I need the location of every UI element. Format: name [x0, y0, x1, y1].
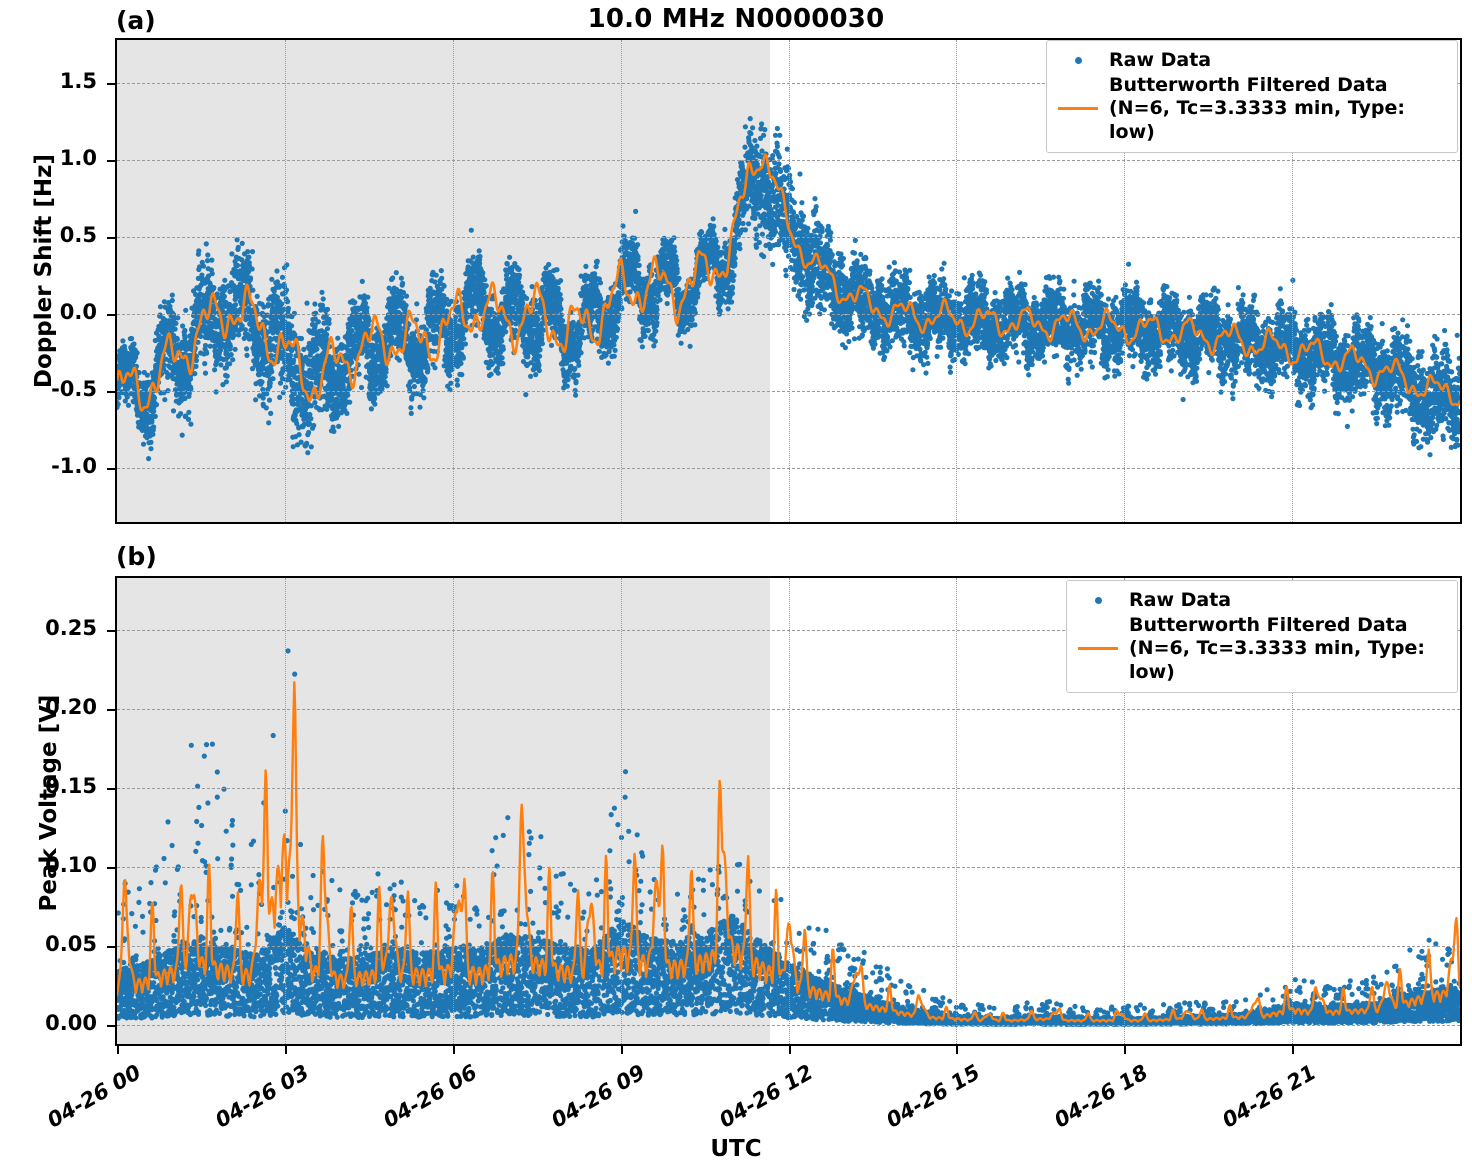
xtick-mark: [452, 1046, 455, 1054]
panel-b-tag: (b): [116, 542, 157, 571]
panel-b-ytick-label: 0.25: [0, 616, 97, 640]
ytick-mark: [107, 237, 115, 240]
panel-b-ytick-label: 0.05: [0, 932, 97, 956]
xtick-mark: [284, 1046, 287, 1054]
xtick-mark: [1124, 1046, 1127, 1054]
panel-a-data-layer: [117, 116, 1460, 462]
ytick-mark: [107, 1025, 115, 1028]
gridline-horizontal: [117, 160, 1460, 162]
panel-a-ytick-label: -1.0: [0, 454, 97, 478]
gridline-vertical: [452, 40, 455, 522]
panel-a-ytick-label: -0.5: [0, 377, 97, 401]
legend-label-filtered: Butterworth Filtered Data (N=6, Tc=3.333…: [1129, 614, 1445, 684]
legend-row-raw: Raw Data: [1077, 589, 1445, 612]
gridline-vertical: [788, 40, 791, 522]
gridline-vertical: [284, 578, 287, 1044]
gridline-horizontal: [117, 1025, 1460, 1027]
gridline-horizontal: [117, 788, 1460, 790]
panel-a-ytick-label: 0.5: [0, 223, 97, 247]
gridline-vertical: [1124, 578, 1126, 1044]
ytick-mark: [107, 788, 115, 791]
gridline-vertical: [956, 40, 958, 522]
dot-marker-icon: [1077, 597, 1119, 605]
panel-b-axes[interactable]: [115, 576, 1462, 1046]
legend-row-filtered: Butterworth Filtered Data (N=6, Tc=3.333…: [1057, 74, 1445, 144]
panel-a-ytick-label: 1.5: [0, 69, 97, 93]
gridline-horizontal: [117, 946, 1460, 948]
legend-row-raw: Raw Data: [1057, 49, 1445, 72]
gridline-horizontal: [117, 391, 1460, 393]
legend-label-raw: Raw Data: [1129, 589, 1231, 612]
xtick-mark: [117, 1046, 119, 1054]
gridline-horizontal: [117, 709, 1460, 711]
xtick-mark: [956, 1046, 959, 1054]
legend-row-filtered: Butterworth Filtered Data (N=6, Tc=3.333…: [1077, 614, 1445, 684]
gridline-vertical: [1292, 40, 1294, 522]
line-marker-icon: [1077, 647, 1119, 651]
gridline-vertical: [1292, 578, 1294, 1044]
panel-b-legend[interactable]: Raw Data Butterworth Filtered Data (N=6,…: [1066, 580, 1458, 693]
ytick-mark: [107, 83, 115, 86]
ytick-mark: [107, 314, 115, 317]
ytick-mark: [107, 160, 115, 163]
panel-a-ytick-label: 1.0: [0, 146, 97, 170]
gridline-vertical: [956, 578, 958, 1044]
gridline-horizontal: [117, 83, 1460, 85]
xtick-mark: [1292, 1046, 1295, 1054]
panel-b-ytick-label: 0.00: [0, 1011, 97, 1035]
panel-b-ytick-label: 0.20: [0, 695, 97, 719]
panel-a-tag: (a): [116, 6, 156, 35]
dot-marker-icon: [1057, 57, 1099, 65]
panel-b-ytick-label: 0.15: [0, 774, 97, 798]
ytick-mark: [107, 391, 115, 394]
xaxis-label: UTC: [0, 1136, 1472, 1162]
gridline-vertical: [788, 578, 791, 1044]
gridline-vertical: [1124, 40, 1126, 522]
panel-a-ytick-label: 0.0: [0, 300, 97, 324]
gridline-horizontal: [117, 237, 1460, 239]
ytick-mark: [107, 709, 115, 712]
gridline-horizontal: [117, 630, 1460, 632]
gridline-vertical: [452, 578, 455, 1044]
panel-b-ytick-label: 0.10: [0, 853, 97, 877]
figure-title: 10.0 MHz N0000030: [0, 4, 1472, 34]
ytick-mark: [107, 630, 115, 633]
panel-a-ylabel: Doppler Shift [Hz]: [31, 141, 57, 401]
legend-label-raw: Raw Data: [1109, 49, 1211, 72]
ytick-mark: [107, 946, 115, 949]
legend-label-filtered: Butterworth Filtered Data (N=6, Tc=3.333…: [1109, 74, 1445, 144]
gridline-vertical: [620, 40, 623, 522]
gridline-horizontal: [117, 468, 1460, 470]
gridline-vertical: [284, 40, 287, 522]
line-marker-icon: [1057, 107, 1099, 111]
gridline-vertical: [620, 578, 623, 1044]
panel-b-data-layer: [117, 648, 1460, 1027]
ytick-mark: [107, 867, 115, 870]
xtick-mark: [788, 1046, 791, 1054]
ytick-mark: [107, 468, 115, 471]
gridline-horizontal: [117, 314, 1460, 316]
gridline-horizontal: [117, 867, 1460, 869]
panel-a-legend[interactable]: Raw Data Butterworth Filtered Data (N=6,…: [1046, 40, 1458, 153]
xtick-mark: [620, 1046, 623, 1054]
